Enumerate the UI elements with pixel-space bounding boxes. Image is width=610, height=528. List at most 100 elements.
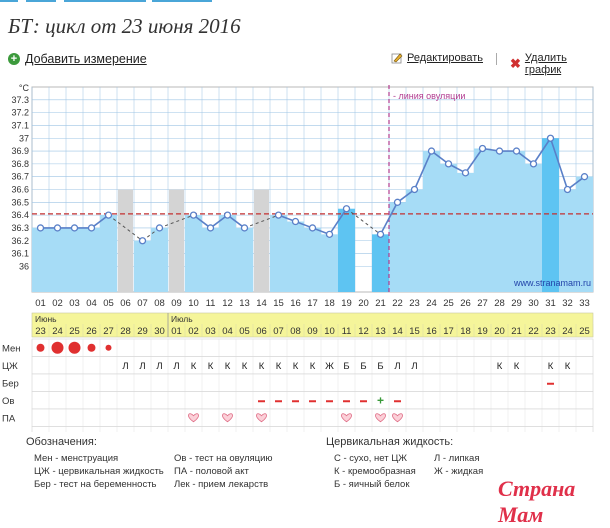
heart-icon: [222, 413, 233, 423]
temperature-bar: [423, 151, 440, 292]
top-accent-line: [0, 0, 610, 6]
date-label: 25: [69, 326, 80, 337]
cycle-day-label: 18: [324, 298, 335, 309]
edit-button[interactable]: Редактировать: [391, 52, 483, 64]
cycle-day-label: 21: [375, 298, 386, 309]
cervical-fluid-mark: Л: [139, 361, 145, 372]
cycle-day-label: 09: [171, 298, 182, 309]
cervical-fluid-mark: Ж: [325, 361, 334, 372]
y-tick-label: 36.4: [11, 210, 29, 220]
cervical-fluid-mark: К: [548, 361, 554, 372]
temperature-bar: [457, 172, 474, 292]
temperature-point: [308, 224, 317, 232]
temperature-point: [274, 211, 283, 219]
temperature-bar: [83, 227, 100, 292]
temperature-line-segment: [244, 214, 279, 229]
date-label: 02: [188, 326, 199, 337]
add-measurement-label[interactable]: Добавить измерение: [25, 52, 147, 66]
temperature-point: [478, 144, 487, 153]
temperature-line-segment: [379, 201, 399, 235]
menstruation-dot: [36, 343, 45, 352]
y-tick-label: 36.3: [11, 223, 29, 233]
cervical-fluid-mark: К: [514, 361, 520, 372]
temperature-bar: [270, 215, 287, 292]
cervical-fluid-mark: Л: [156, 361, 162, 372]
cycle-day-label: 02: [52, 298, 63, 309]
cervical-fluid-mark: К: [259, 361, 265, 372]
excluded-day-bar: [169, 189, 184, 292]
y-tick-label: 36.8: [11, 159, 29, 169]
date-label: 11: [342, 326, 352, 337]
date-label: 28: [120, 326, 131, 337]
date-label: 27: [103, 326, 114, 337]
row-label-cz: ЦЖ: [2, 361, 18, 372]
y-tick-label: 37: [19, 133, 29, 143]
row-label-lek: Лек: [2, 431, 19, 432]
test-positive-mark: +: [377, 393, 384, 407]
temperature-bar: [49, 227, 66, 292]
cycle-day-label: 32: [562, 298, 573, 309]
ovulation-line-label: - линия овуляции: [393, 91, 465, 101]
data-row-lek: [31, 426, 594, 432]
menstruation-dot: [68, 341, 81, 354]
excluded-day-bar: [118, 189, 133, 292]
temperature-bar: [66, 227, 83, 292]
pencil-icon: [391, 53, 403, 64]
temperature-point: [189, 211, 198, 219]
temperature-point: [87, 224, 96, 232]
menstruation-dot: [51, 341, 64, 354]
temperature-bar: [542, 138, 559, 292]
delete-chart-button[interactable]: ✖ Удалить график: [510, 52, 602, 76]
delete-chart-label[interactable]: Удалить график: [524, 52, 567, 76]
legend-heading-cervical: Цервикальная жидкость:: [326, 436, 454, 448]
date-label: 07: [273, 326, 284, 337]
temperature-bar: [491, 151, 508, 292]
temperature-bar: [202, 227, 219, 292]
temperature-point: [291, 217, 300, 226]
edit-label[interactable]: Редактировать: [407, 52, 483, 64]
legend-item: Б - яичный белок: [334, 479, 410, 490]
cervical-fluid-mark: К: [242, 361, 248, 372]
date-label: 24: [562, 326, 573, 337]
excluded-day-bar: [254, 189, 269, 292]
temperature-bar: [559, 189, 576, 292]
legend-item: Мен - менструация: [34, 453, 119, 464]
temperature-point: [461, 169, 470, 177]
temperature-point: [427, 147, 436, 155]
date-label: 12: [358, 326, 369, 337]
cycle-day-label: 12: [222, 298, 233, 309]
cycle-day-label: 03: [69, 298, 80, 309]
temperature-point: [529, 160, 538, 168]
cycle-day-label: 10: [188, 298, 199, 309]
temperature-bar: [389, 202, 406, 292]
temperature-point: [223, 211, 232, 219]
cervical-fluid-mark: Л: [411, 361, 417, 372]
plus-icon: +: [8, 53, 20, 65]
temperature-point: [512, 147, 521, 155]
date-label: 06: [256, 326, 267, 337]
temperature-point: [444, 160, 453, 168]
toolbar-divider: [496, 53, 497, 65]
y-tick-label: 36.5: [11, 197, 29, 207]
month-label: Июнь: [35, 314, 57, 324]
cycle-day-label: 08: [154, 298, 165, 309]
heart-icon: [188, 413, 199, 423]
page-title: БТ: цикл от 23 июня 2016: [8, 14, 241, 38]
cycle-day-label: 15: [273, 298, 284, 309]
date-label: 23: [35, 326, 46, 337]
date-label: 24: [52, 326, 63, 337]
heart-icon: [392, 413, 403, 423]
y-tick-label: 36.2: [11, 236, 29, 246]
month-label: Июль: [171, 314, 193, 324]
temperature-bar: [338, 208, 355, 292]
date-label: 10: [324, 326, 335, 337]
temperature-point: [325, 230, 334, 238]
date-label: 13: [375, 326, 386, 337]
heart-icon: [375, 413, 386, 423]
cycle-day-label: 06: [120, 298, 131, 309]
date-label: 03: [205, 326, 216, 337]
temperature-line-segment: [328, 208, 348, 235]
cycle-day-label: 31: [545, 298, 556, 309]
menstruation-dot: [87, 343, 96, 352]
add-measurement-button[interactable]: + Добавить измерение: [8, 52, 147, 66]
